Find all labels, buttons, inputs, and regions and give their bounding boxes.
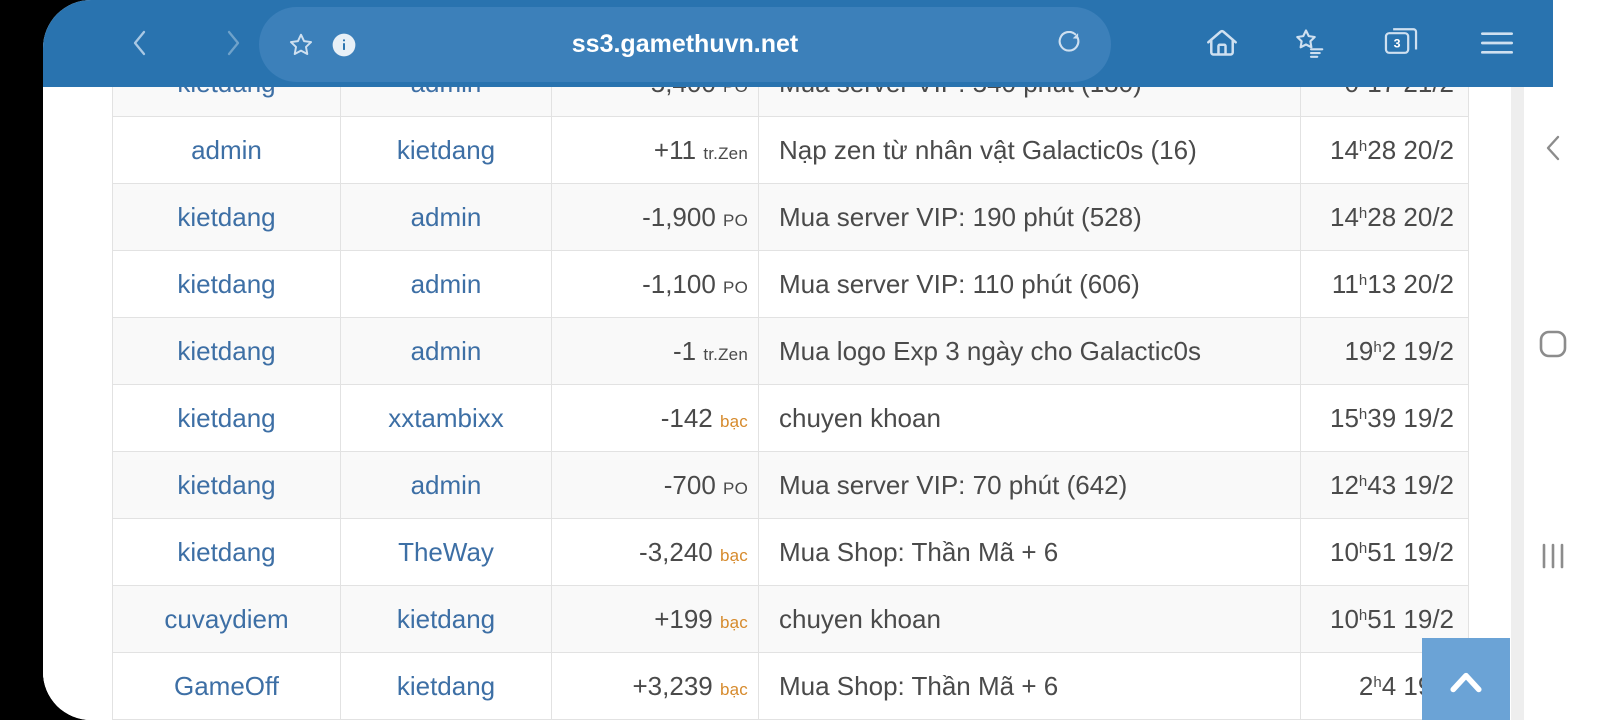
svg-text:3: 3 bbox=[1394, 37, 1401, 51]
